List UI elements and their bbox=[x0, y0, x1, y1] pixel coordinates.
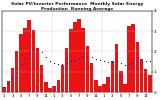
Point bbox=[49, 60, 51, 62]
Point bbox=[82, 56, 84, 58]
Bar bbox=[123, 84, 127, 92]
Bar bbox=[61, 65, 64, 92]
Bar bbox=[52, 86, 56, 92]
Bar bbox=[119, 71, 123, 92]
Bar bbox=[144, 69, 148, 92]
Point bbox=[53, 62, 55, 64]
Bar bbox=[127, 26, 131, 92]
Bar bbox=[36, 48, 39, 92]
Point bbox=[115, 60, 118, 62]
Bar bbox=[106, 78, 110, 92]
Point bbox=[120, 62, 122, 64]
Point bbox=[32, 49, 35, 51]
Bar bbox=[73, 22, 77, 92]
Point bbox=[20, 63, 22, 65]
Bar bbox=[44, 82, 48, 92]
Point bbox=[3, 86, 5, 88]
Point bbox=[124, 65, 126, 66]
Bar bbox=[23, 28, 27, 92]
Point bbox=[57, 63, 60, 65]
Point bbox=[65, 62, 68, 64]
Point bbox=[132, 62, 135, 63]
Point bbox=[40, 51, 43, 53]
Point bbox=[7, 83, 10, 85]
Point bbox=[36, 49, 39, 51]
Point bbox=[128, 63, 130, 64]
Point bbox=[78, 57, 80, 59]
Bar bbox=[115, 44, 118, 92]
Point bbox=[61, 63, 64, 65]
Bar bbox=[132, 24, 135, 92]
Point bbox=[94, 58, 97, 59]
Point bbox=[86, 56, 89, 58]
Point bbox=[99, 59, 101, 61]
Point bbox=[140, 61, 143, 63]
Bar bbox=[111, 61, 114, 92]
Bar bbox=[11, 68, 14, 92]
Title: Solar PV/Inverter Performance  Monthly Solar Energy Production  Running Average: Solar PV/Inverter Performance Monthly So… bbox=[11, 2, 143, 11]
Bar bbox=[86, 46, 89, 92]
Bar bbox=[77, 19, 81, 92]
Point bbox=[111, 61, 114, 63]
Bar bbox=[102, 84, 106, 92]
Bar bbox=[140, 59, 143, 92]
Point bbox=[90, 56, 93, 58]
Point bbox=[74, 59, 76, 61]
Point bbox=[24, 57, 26, 59]
Point bbox=[149, 60, 151, 62]
Bar bbox=[90, 63, 93, 92]
Point bbox=[28, 52, 30, 54]
Bar bbox=[2, 87, 6, 92]
Bar bbox=[81, 28, 85, 92]
Bar bbox=[27, 20, 31, 92]
Bar bbox=[94, 80, 98, 92]
Bar bbox=[56, 80, 60, 92]
Point bbox=[103, 61, 105, 62]
Point bbox=[107, 61, 110, 63]
Bar bbox=[148, 75, 152, 92]
Bar bbox=[40, 65, 43, 92]
Point bbox=[11, 78, 14, 79]
Point bbox=[136, 61, 139, 63]
Bar bbox=[136, 42, 139, 92]
Bar bbox=[32, 30, 35, 92]
Bar bbox=[98, 86, 102, 92]
Bar bbox=[15, 51, 18, 92]
Bar bbox=[19, 34, 23, 92]
Point bbox=[44, 56, 47, 58]
Bar bbox=[48, 88, 52, 92]
Point bbox=[144, 61, 147, 62]
Point bbox=[15, 71, 18, 73]
Bar bbox=[7, 81, 10, 92]
Bar bbox=[65, 48, 68, 92]
Point bbox=[69, 61, 72, 62]
Bar bbox=[69, 29, 72, 92]
